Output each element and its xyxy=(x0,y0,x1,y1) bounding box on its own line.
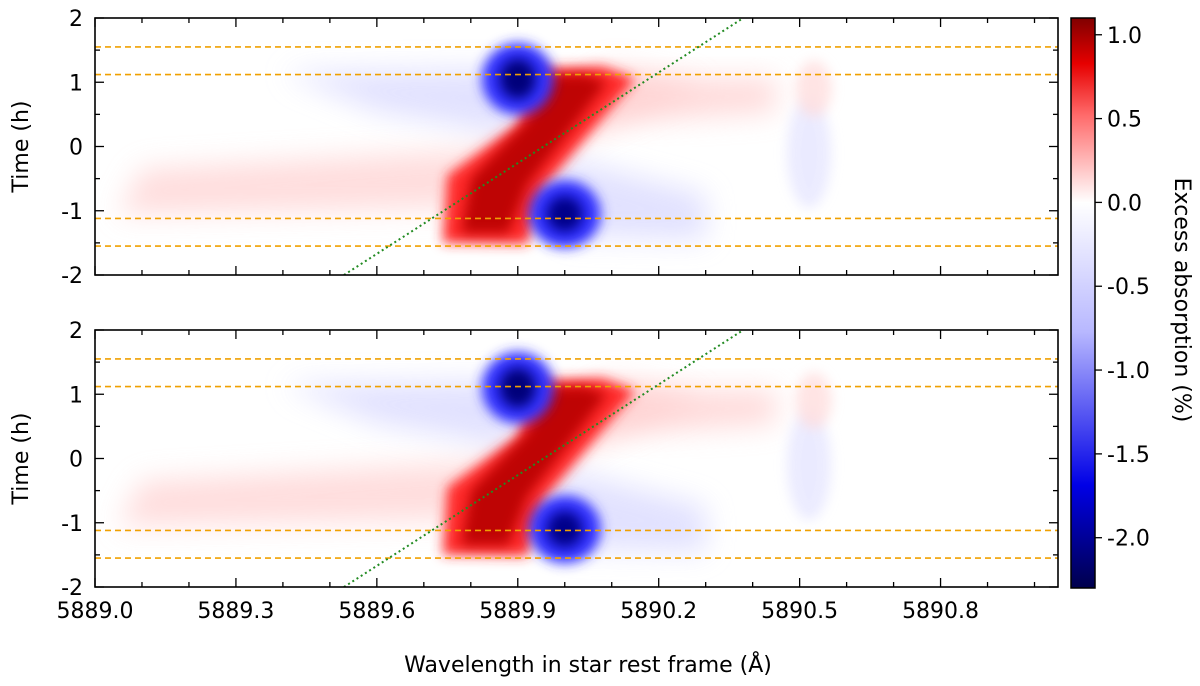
y-tick-label: -1 xyxy=(61,512,83,537)
y-axis-label: Time (h) xyxy=(9,101,34,194)
x-tick-label: 5889.3 xyxy=(197,599,274,624)
faint-feature-5890.5-red xyxy=(795,60,832,117)
panel-bottom: 2 1 0 -1 -2 Time (h) xyxy=(9,319,1059,601)
colorbar: 1.0 0.5 0.0 -0.5 -1.0 -1.5 -2.0 Excess absorpt… xyxy=(1070,17,1194,589)
colorbar-tick-label: 0.5 xyxy=(1107,108,1142,133)
blue-lobe-lower-core xyxy=(546,511,583,548)
faint-feature-5890.5 xyxy=(787,409,832,520)
heatmap-field xyxy=(95,18,1058,275)
faint-feature-5890.5-red xyxy=(795,372,832,429)
y-tick-label: 2 xyxy=(69,7,83,32)
panel-top: 2 1 0 -1 -2 Time (h) xyxy=(9,7,1059,289)
red-band-core xyxy=(461,386,607,546)
planet-orbital-trail xyxy=(343,330,744,587)
blue-lobe-upper-core xyxy=(499,59,536,100)
colorbar-tick-label: -0.5 xyxy=(1107,275,1150,300)
colorbar-scale xyxy=(1070,17,1096,589)
colorbar-tick-label: -2.0 xyxy=(1107,527,1150,552)
colorbar-label: Excess absorption (%) xyxy=(1169,178,1194,423)
y-tick-label: -2 xyxy=(61,576,83,601)
x-tick-labels: 5889.0 5889.3 5889.6 5889.9 5890.2 5890.5 5890… xyxy=(57,599,980,624)
x-tick-label: 5889.9 xyxy=(479,599,556,624)
colorbar-tick-label: -1.5 xyxy=(1107,443,1150,468)
faint-emission-halo xyxy=(282,381,518,449)
heatmap-field xyxy=(95,330,1058,587)
x-tick-label: 5890.8 xyxy=(902,599,979,624)
y-tick-label: -1 xyxy=(61,200,83,225)
y-tick-label: 1 xyxy=(69,71,83,96)
y-tick-label: -2 xyxy=(61,264,83,289)
x-tick-label: 5890.5 xyxy=(761,599,838,624)
planet-orbital-trail xyxy=(343,18,744,275)
x-axis-label: Wavelength in star rest frame (Å) xyxy=(404,651,772,678)
blue-lobe-lower-core xyxy=(546,195,583,232)
x-tick-label: 5889.6 xyxy=(338,599,415,624)
colorbar-tick-label: 0.0 xyxy=(1107,191,1142,216)
faint-emission-halo xyxy=(282,69,518,137)
colorbar-tick-label: -1.0 xyxy=(1107,359,1150,384)
x-tick-label: 5890.2 xyxy=(620,599,697,624)
y-tick-label: 0 xyxy=(69,136,83,161)
y-tick-label: 1 xyxy=(69,383,83,408)
x-tick-label: 5889.0 xyxy=(57,599,134,624)
y-tick-label: 2 xyxy=(69,319,83,344)
y-axis-label: Time (h) xyxy=(9,413,34,506)
colorbar-ticks: 1.0 0.5 0.0 -0.5 -1.0 -1.5 -2.0 xyxy=(1095,24,1150,552)
colorbar-tick-label: 1.0 xyxy=(1107,24,1142,49)
red-band-core xyxy=(461,74,607,234)
y-tick-label: 0 xyxy=(69,448,83,473)
blue-lobe-upper-core xyxy=(499,367,536,408)
faint-feature-5890.5 xyxy=(787,97,832,208)
